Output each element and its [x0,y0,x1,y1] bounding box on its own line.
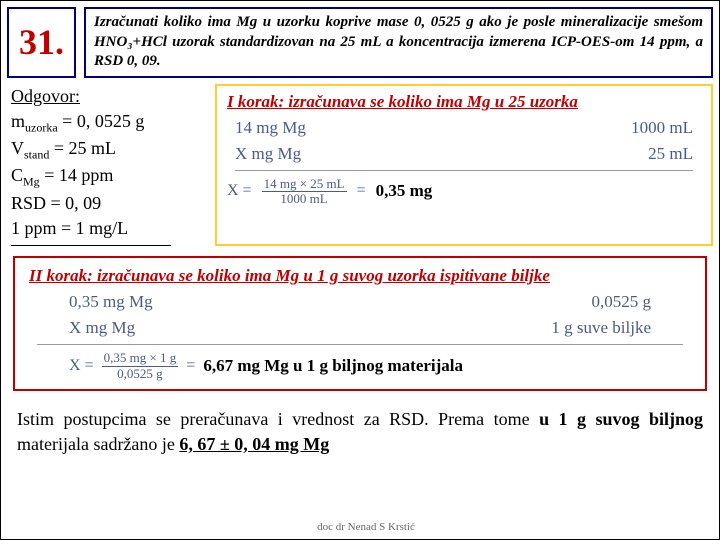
s1-xeq: X = [227,182,252,200]
s1-r1a: 14 mg Mg [235,118,306,138]
s2-r2a: X mg Mg [69,318,135,338]
s2-r1b: 0,0525 g [592,292,652,312]
s1-r2b: 25 mL [648,144,693,164]
conc-b: u 1 g suvog biljnog [539,409,703,429]
s1-res: 0,35 mg [376,181,433,201]
s2-frac: 0,35 mg × 1 g0,0525 g [102,351,179,381]
s1-sep [235,170,693,171]
s2-res: 6,67 mg Mg u 1 g biljnog materijala [203,356,463,376]
conc-c: materijala sadržano je [17,434,179,454]
s2-eq: = [186,357,195,375]
s1-eq: = [357,182,366,200]
c-sub: Mg [23,175,40,189]
ppm-def: 1 ppm = 1 mg/L [11,216,207,241]
s1-den: 1000 mL [278,192,329,206]
c-label: C [11,165,23,185]
step1-title: I korak: izračunava se koliko ima Mg u 2… [227,92,701,112]
s2-den: 0,0525 g [115,367,165,381]
s1-r1b: 1000 mL [631,118,693,138]
s1-frac: 14 mg × 25 mL1000 mL [262,177,347,207]
step1-box: I korak: izračunava se koliko ima Mg u 2… [215,84,713,247]
s1-num: 14 mg × 25 mL [262,177,347,192]
rsd-val: RSD = 0, 09 [11,191,207,216]
m-val: = 0, 0525 g [58,111,145,131]
v-label: V [11,138,24,158]
answer-title: Odgovor: [11,86,80,106]
s2-r1a: 0,35 mg Mg [69,292,153,312]
step2-title: II korak: izračunava se koliko ima Mg u … [29,266,691,286]
s2-num: 0,35 mg × 1 g [102,351,179,366]
footer: doc dr Nenad S Krstić [7,521,720,533]
conclusion: Istim postupcima se preračunava i vredno… [17,407,703,457]
problem-text: Izračunati koliko ima Mg u uzorku kopriv… [84,7,713,78]
given-data: Odgovor: muzorka = 0, 0525 g Vstand = 25… [7,84,207,247]
conc-a: Istim postupcima se preračunava i vredno… [17,409,539,429]
s1-r2a: X mg Mg [235,144,301,164]
step2-box: II korak: izračunava se koliko ima Mg u … [13,256,707,391]
divider [11,245,171,246]
v-sub: stand [24,148,49,162]
s2-sep [37,344,683,345]
c-val: = 14 ppm [40,165,114,185]
s2-r2b: 1 g suve biljke [551,318,651,338]
m-label: m [11,111,25,131]
v-val: = 25 mL [49,138,116,158]
conc-d: 6, 67 ± 0, 04 mg Mg [179,434,329,454]
s2-xeq: X = [69,357,94,375]
problem-number: 31. [7,7,76,78]
m-sub: uzorka [25,120,58,134]
